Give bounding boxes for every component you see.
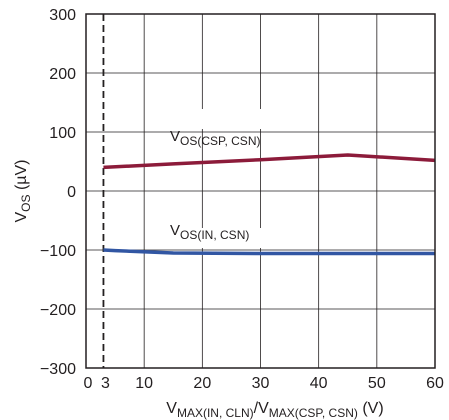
x-tick-label: 50 xyxy=(368,375,386,392)
y-tick-label: −100 xyxy=(40,243,76,260)
x-tick-label: 0 xyxy=(84,375,93,392)
series-lines xyxy=(103,153,436,256)
y-axis-label: VOS (µV) xyxy=(13,159,33,222)
plot-frame xyxy=(85,13,436,369)
y-tick-label: −300 xyxy=(40,361,76,378)
y-tick-label: 100 xyxy=(49,125,76,142)
series-line-2 xyxy=(103,248,435,256)
x-tick-label: 40 xyxy=(310,375,328,392)
series-line-1 xyxy=(103,153,436,170)
x-tick-label: 30 xyxy=(252,375,270,392)
x-tick-label: 10 xyxy=(135,375,153,392)
grid-lines xyxy=(86,14,435,368)
y-tick-label: −200 xyxy=(40,302,76,319)
series-label-2: VOS(IN, CSN) xyxy=(170,222,249,242)
x-axis-label: VMAX(IN, CLN)/VMAX(CSP, CSN) (V) xyxy=(166,400,383,420)
series-label-background xyxy=(150,228,278,248)
x-tick-label: 60 xyxy=(426,375,444,392)
series-label-background xyxy=(150,109,278,129)
series-labels: VOS(CSP, CSN) VOS(IN, CSN) xyxy=(150,109,278,248)
y-tick-label: 0 xyxy=(67,184,76,201)
x-tick-labels: 0 3 10 20 30 40 50 60 xyxy=(84,375,444,392)
x-tick-label: 20 xyxy=(193,375,211,392)
x-tick-label: 3 xyxy=(101,375,110,392)
series-label-1: VOS(CSP, CSN) xyxy=(170,128,260,148)
y-tick-labels: 300 200 100 0 −100 −200 −300 xyxy=(40,7,76,378)
y-tick-label: 200 xyxy=(49,66,76,83)
y-tick-label: 300 xyxy=(49,7,76,24)
